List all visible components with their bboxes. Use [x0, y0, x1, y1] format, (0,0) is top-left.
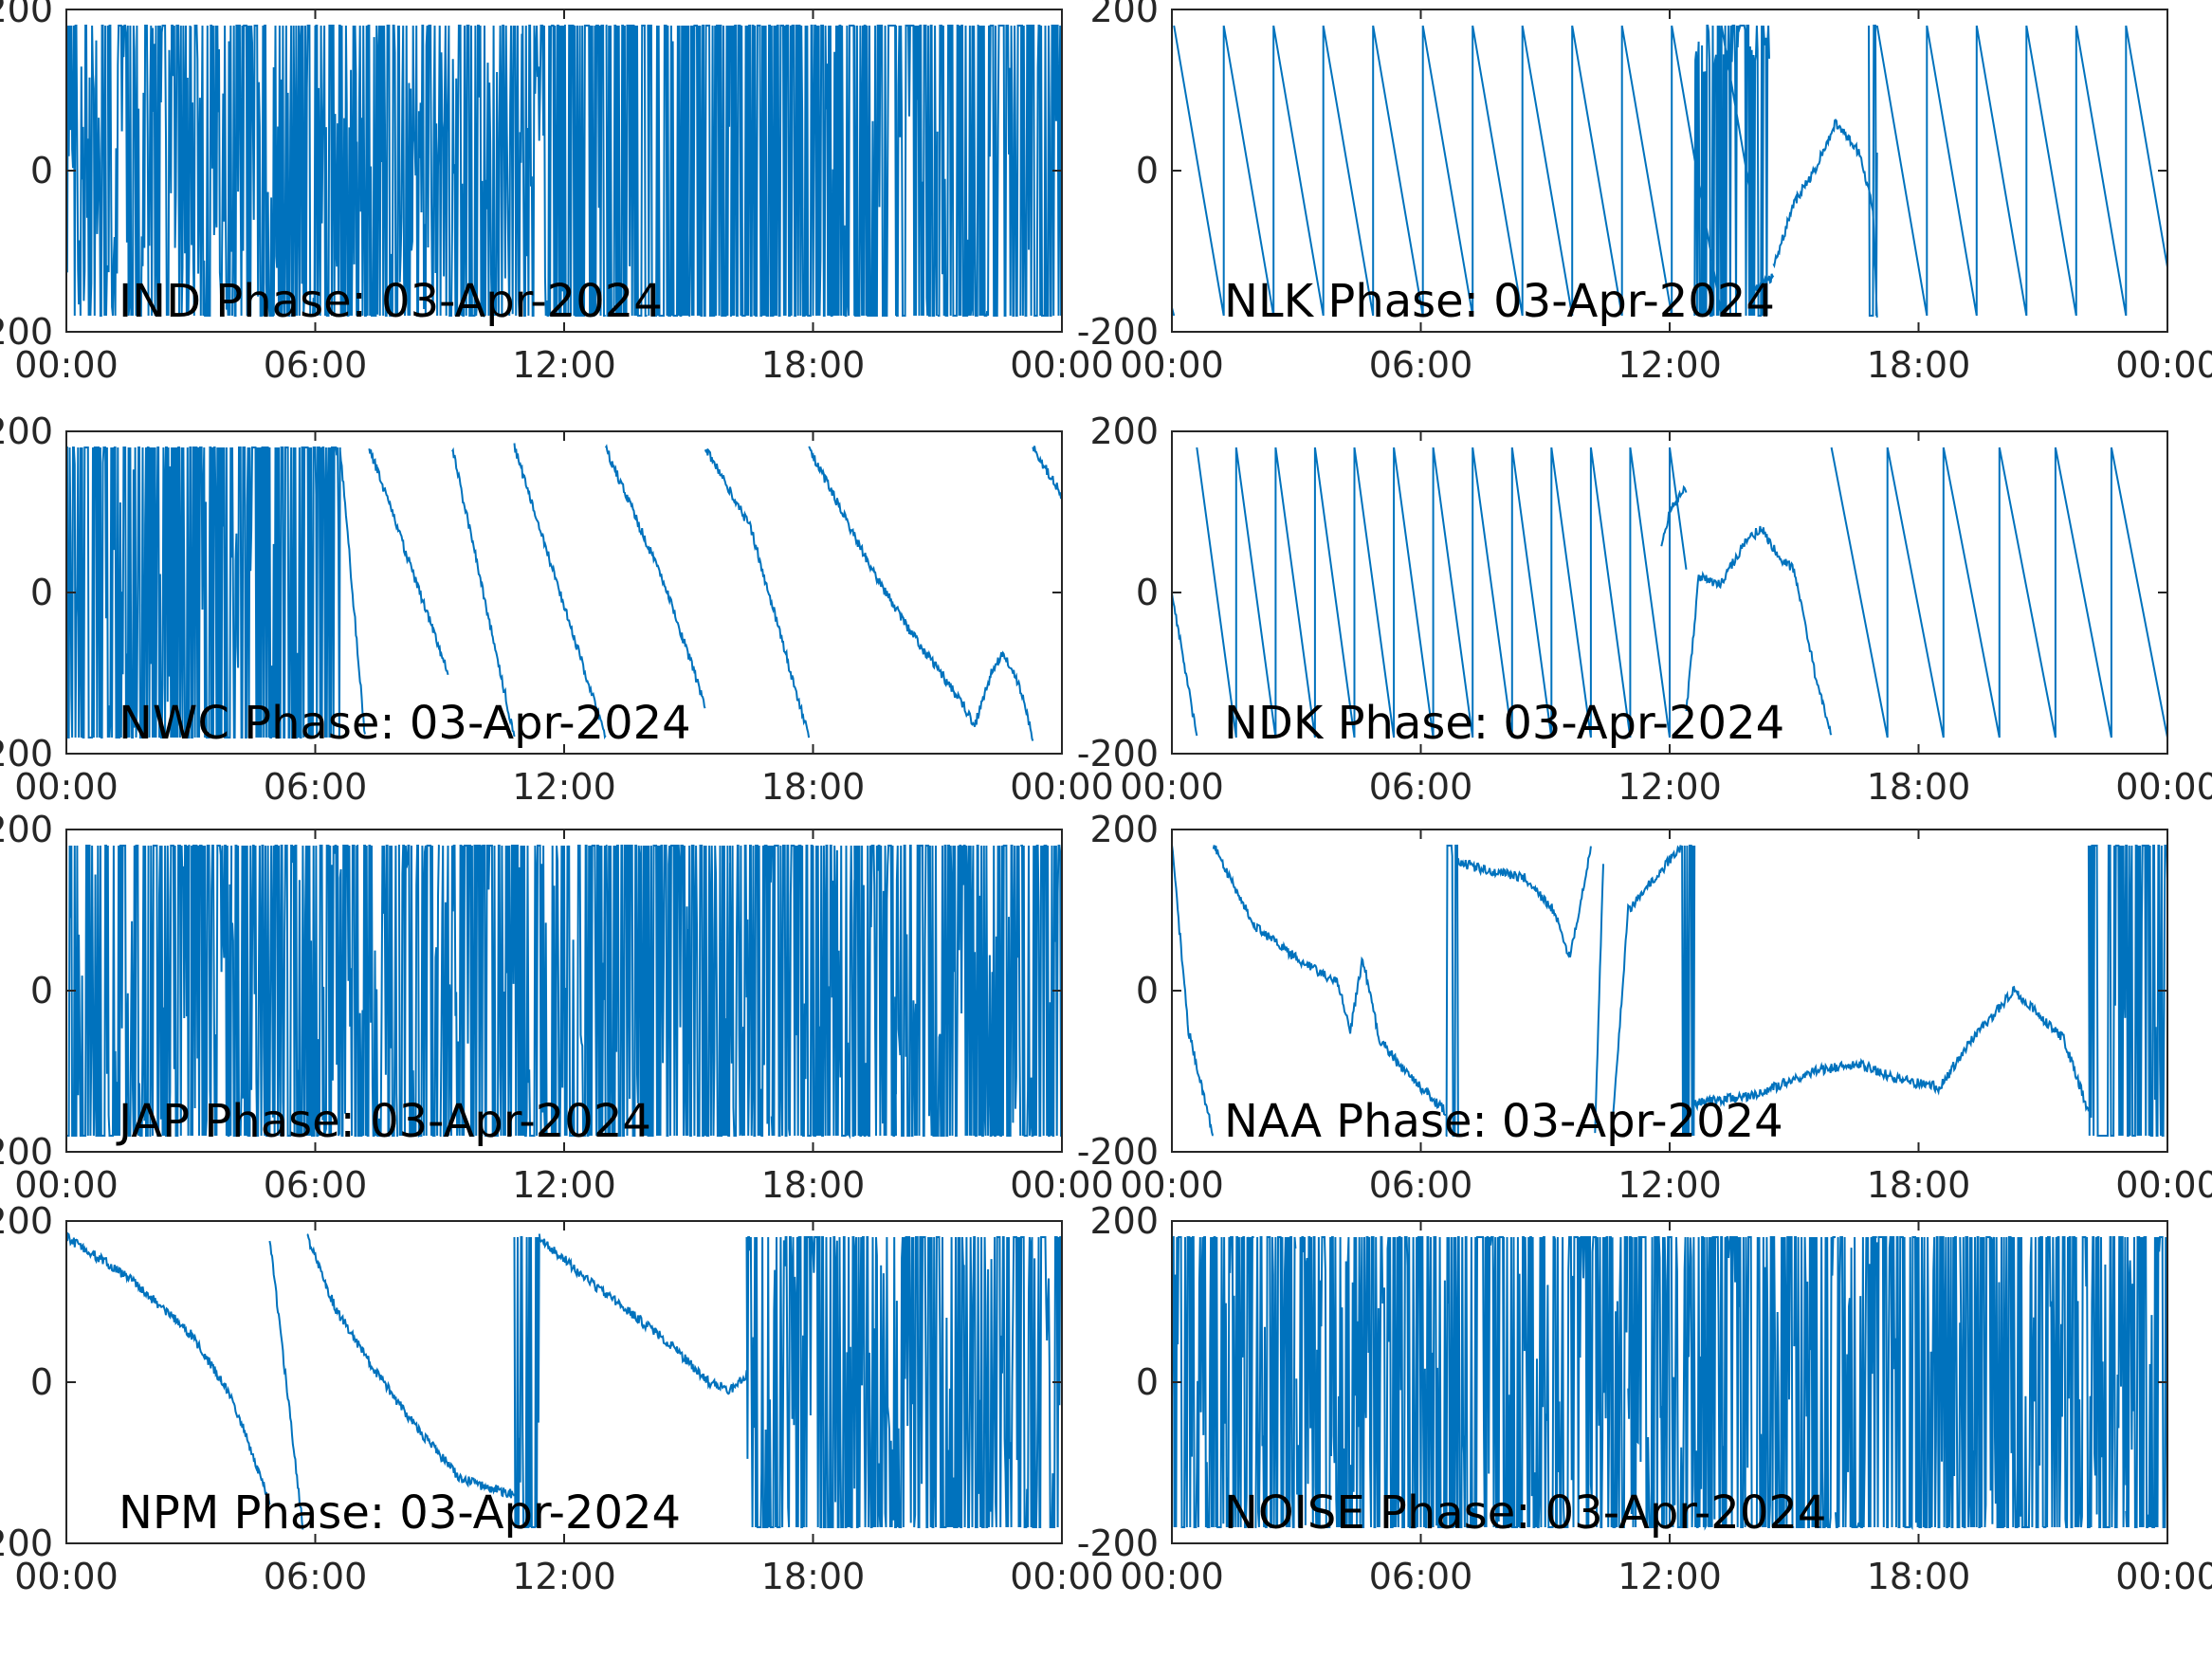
y-tick-label: 0	[30, 150, 53, 191]
y-tick-label: 0	[1136, 1361, 1159, 1403]
y-tick-label: -200	[1077, 311, 1159, 353]
series-line	[66, 845, 1062, 1139]
x-tick-label: 18:00	[761, 766, 866, 808]
y-tick-label: 0	[1136, 572, 1159, 613]
x-tick-label: 06:00	[264, 1164, 368, 1206]
panel-title: NDK Phase: 03-Apr-2024	[1224, 697, 1784, 750]
y-tick-label: 200	[0, 0, 53, 30]
y-tick-label: 200	[1089, 0, 1159, 30]
x-tick-label: 00:00	[1120, 344, 1224, 386]
x-tick-label: 00:00	[14, 766, 119, 808]
series-line	[1172, 1236, 2167, 1531]
panel-title: NOISE Phase: 03-Apr-2024	[1224, 1486, 1826, 1540]
x-tick-label: 12:00	[1618, 1556, 1722, 1597]
x-tick-label: 00:00	[2115, 766, 2212, 808]
x-tick-label: 00:00	[14, 1164, 119, 1206]
panel-title: NWC Phase: 03-Apr-2024	[119, 697, 691, 750]
x-tick-label: 06:00	[1369, 766, 1473, 808]
y-tick-label: -200	[0, 311, 53, 353]
y-tick-label: -200	[1077, 1522, 1159, 1564]
x-tick-label: 00:00	[1010, 766, 1114, 808]
y-tick-label: 200	[1089, 809, 1159, 850]
x-tick-label: 00:00	[2115, 1556, 2212, 1597]
x-tick-label: 00:00	[2115, 1164, 2212, 1206]
y-tick-label: 0	[1136, 150, 1159, 191]
x-tick-label: 00:00	[1010, 1164, 1114, 1206]
x-tick-label: 18:00	[1867, 1164, 1971, 1206]
x-tick-label: 00:00	[14, 344, 119, 386]
x-tick-label: 12:00	[512, 344, 616, 386]
x-tick-label: 12:00	[1618, 344, 1722, 386]
x-tick-label: 12:00	[512, 766, 616, 808]
y-tick-label: 200	[1089, 410, 1159, 452]
x-tick-label: 06:00	[264, 766, 368, 808]
x-tick-label: 00:00	[2115, 344, 2212, 386]
x-tick-label: 12:00	[512, 1556, 616, 1597]
panel-title: IND Phase: 03-Apr-2024	[119, 275, 663, 328]
panel-title: NLK Phase: 03-Apr-2024	[1224, 275, 1775, 328]
x-tick-label: 00:00	[1120, 1164, 1224, 1206]
x-tick-label: 06:00	[264, 344, 368, 386]
series-line	[1172, 25, 2167, 318]
series-line	[66, 443, 1062, 741]
panel-title: JAP Phase: 03-Apr-2024	[116, 1095, 651, 1148]
x-tick-label: 18:00	[761, 344, 866, 386]
y-tick-label: 0	[30, 970, 53, 1012]
y-tick-label: 200	[0, 809, 53, 850]
panel-title: NPM Phase: 03-Apr-2024	[119, 1486, 681, 1540]
y-tick-label: 200	[0, 410, 53, 452]
y-tick-label: 0	[30, 572, 53, 613]
y-tick-label: -200	[0, 1522, 53, 1564]
x-tick-label: 06:00	[264, 1556, 368, 1597]
panel-title: NAA Phase: 03-Apr-2024	[1224, 1095, 1783, 1148]
x-tick-label: 12:00	[512, 1164, 616, 1206]
series-line	[1172, 447, 2167, 738]
series-line	[1172, 844, 2167, 1138]
x-tick-label: 06:00	[1369, 344, 1473, 386]
x-tick-label: 18:00	[1867, 766, 1971, 808]
x-tick-label: 00:00	[1010, 1556, 1114, 1597]
x-tick-label: 18:00	[1867, 1556, 1971, 1597]
x-tick-label: 18:00	[761, 1164, 866, 1206]
y-tick-label: 200	[0, 1200, 53, 1242]
x-tick-label: 06:00	[1369, 1556, 1473, 1597]
x-tick-label: 00:00	[1120, 1556, 1224, 1597]
x-tick-label: 06:00	[1369, 1164, 1473, 1206]
y-tick-label: 0	[30, 1361, 53, 1403]
x-tick-label: 18:00	[1867, 344, 1971, 386]
y-tick-label: -200	[1077, 1131, 1159, 1173]
x-tick-label: 00:00	[1010, 344, 1114, 386]
x-tick-label: 12:00	[1618, 1164, 1722, 1206]
series-line	[66, 1231, 1062, 1530]
x-tick-label: 00:00	[1120, 766, 1224, 808]
y-tick-label: -200	[0, 1131, 53, 1173]
x-tick-label: 12:00	[1618, 766, 1722, 808]
y-tick-label: -200	[0, 733, 53, 775]
series-line	[66, 25, 1062, 319]
y-tick-label: 0	[1136, 970, 1159, 1012]
y-tick-label: 200	[1089, 1200, 1159, 1242]
y-tick-label: -200	[1077, 733, 1159, 775]
x-tick-label: 00:00	[14, 1556, 119, 1597]
x-tick-label: 18:00	[761, 1556, 866, 1597]
